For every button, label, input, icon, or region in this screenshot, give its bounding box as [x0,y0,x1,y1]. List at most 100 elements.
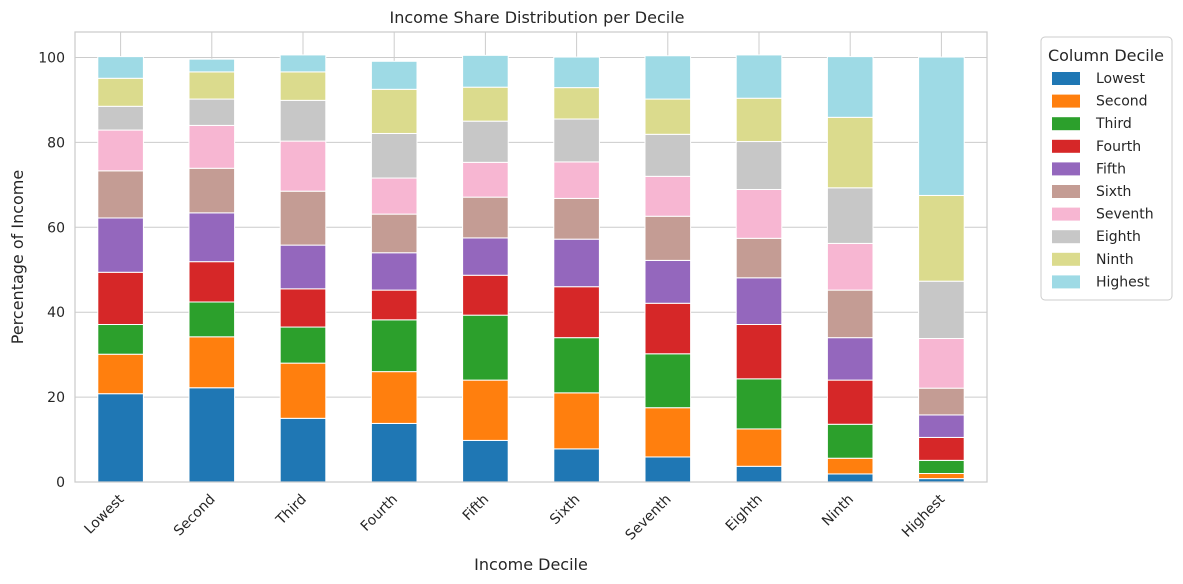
x-axis-title: Income Decile [474,555,588,574]
bar-segment [826,187,874,244]
bar-segment [97,324,144,355]
y-axis-title: Percentage of Income [8,170,27,344]
legend-title: Column Decile [1048,46,1164,65]
bar-segment [370,252,418,291]
y-tick-label: 80 [47,135,65,151]
bar-segment [188,58,236,73]
bars [97,54,965,483]
bar-segment [553,197,600,240]
x-tick-label: Ninth [819,492,857,530]
bar-segment [462,274,509,316]
bar-segment [97,56,144,79]
bar-segment [735,237,783,279]
bar-segment [188,124,236,169]
bar-segment [735,465,783,483]
bar-segment [370,177,418,215]
bar-segment [279,288,327,328]
legend-label: Ninth [1096,252,1134,268]
bar-segment [826,116,874,189]
legend-label: Sixth [1096,184,1131,200]
bar-segment [370,60,418,90]
bar-segment [644,98,692,135]
legend-label: Lowest [1096,71,1145,87]
bar-segment [97,77,144,107]
x-tick-label: Second [171,492,219,540]
bar-segment [826,289,874,339]
bar-segment [97,129,144,172]
legend-swatch [1052,252,1080,266]
y-tick-labels: 0 20 40 60 80 100 [38,50,65,491]
x-tick-label: Sixth [547,492,583,528]
bar-segment [918,436,965,461]
x-tick-label: Eighth [723,492,766,535]
bar-segment [370,289,418,321]
bar-segment [918,194,965,282]
bar-segment [188,71,236,100]
bar-segment [644,353,692,409]
bar-segment [188,336,236,389]
bar-segment [553,448,600,483]
bar-segment [553,238,600,288]
bar-segment [644,302,692,355]
legend-swatch [1052,72,1080,85]
legend-swatch [1052,139,1080,153]
bar-segment [97,271,144,325]
legend-label: Fifth [1096,161,1126,177]
y-tick-label: 20 [47,390,65,406]
bar-segment [462,314,509,381]
bar-segment [462,196,509,239]
bar-segment [644,175,692,217]
bar-segment [279,244,327,290]
bar-segment [370,422,418,483]
bar-segment [918,414,965,438]
legend-swatch [1052,230,1080,244]
y-tick-label: 40 [47,305,65,321]
y-tick-label: 60 [47,220,65,236]
bar-segment [918,473,965,480]
chart-title: Income Share Distribution per Decile [389,8,684,27]
bar-segment [644,456,692,483]
bar-segment [188,212,236,263]
bar-segment [279,54,327,73]
bar-segment [826,379,874,425]
bar-segment [462,439,509,483]
bar-segment [553,161,600,199]
bar-segment [553,87,600,120]
bar-segment [553,392,600,450]
bar-segment [188,98,236,126]
legend-swatch [1052,162,1080,176]
x-tick-labels: Lowest Second Third Fourth Fifth Sixth Seventh… [81,491,948,543]
y-tick-label: 100 [38,50,65,66]
bar-segment [370,132,418,179]
bar-segment [826,423,874,459]
bar-segment [735,378,783,430]
bar-segment [462,237,509,276]
bar-segment [370,371,418,424]
y-tick-label: 0 [56,475,65,491]
bar-segment [553,286,600,339]
bar-segment [918,56,965,196]
bar-segment [735,141,783,191]
legend-items: Lowest Second Third Fourth Fifth Sixth Seventh… [1052,71,1154,290]
bar-segment [553,337,600,394]
bar-segment [279,190,327,246]
bar-segment [735,324,783,380]
bar-segment [826,56,874,118]
bar-segment [370,213,418,254]
bar-segment [188,387,236,483]
bar-segment [279,140,327,192]
bar-segment [279,99,327,142]
bar-segment [644,215,692,261]
legend-label: Eighth [1096,229,1141,245]
bar-segment [826,473,874,483]
bar-segment [735,97,783,143]
bar-segment [279,71,327,101]
bar-segment [97,217,144,273]
bar-segment [553,56,600,89]
x-tick-label: Third [273,492,310,529]
bar-segment [735,54,783,99]
legend-swatch [1052,94,1080,108]
bar-segment [462,120,509,163]
bar-segment [735,277,783,325]
